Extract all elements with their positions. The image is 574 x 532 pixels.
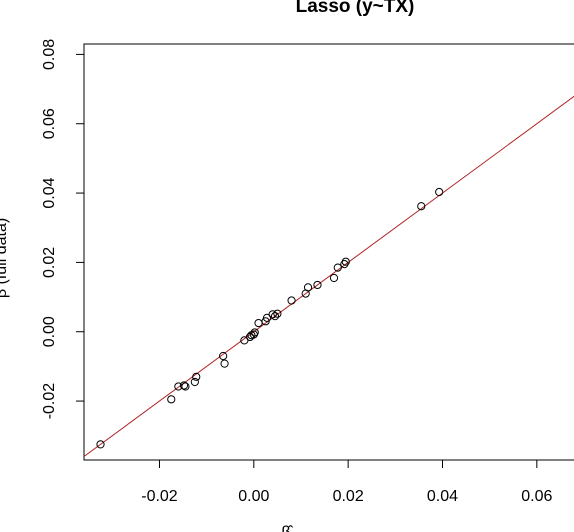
x-axis-label: β̂ — [281, 524, 293, 532]
data-point — [167, 395, 176, 404]
chart-title: Lasso (y~TX) — [296, 0, 415, 17]
data-point — [287, 296, 296, 305]
reference-line — [84, 95, 574, 457]
data-point — [254, 318, 263, 328]
y-tick-label: 0.08 — [41, 39, 58, 70]
data-point — [250, 328, 259, 337]
y-tick-label: 0.02 — [41, 247, 58, 278]
x-tick-label: 0.00 — [238, 488, 269, 505]
x-axis: -0.02 0.00 0.02 0.04 0.06 — [141, 460, 553, 505]
x-tick-label: 0.02 — [333, 488, 364, 505]
data-point — [219, 351, 228, 361]
y-tick-label: 0.06 — [41, 108, 58, 139]
data-point — [341, 257, 350, 266]
data-point — [220, 359, 229, 368]
points-layer — [96, 187, 444, 449]
data-point — [273, 309, 282, 318]
data-point — [192, 372, 201, 381]
data-point — [181, 382, 190, 391]
x-tick-label: 0.06 — [521, 488, 552, 505]
data-point — [179, 381, 189, 390]
data-point — [417, 202, 426, 211]
y-tick-label: 0.00 — [41, 316, 58, 347]
data-point — [270, 312, 280, 321]
data-point — [340, 260, 349, 269]
data-point — [303, 283, 313, 292]
data-point — [96, 440, 105, 449]
y-axis: -0.02 0.00 0.02 0.04 0.06 0.08 — [41, 39, 84, 420]
data-point — [329, 273, 339, 283]
data-point — [268, 310, 277, 319]
reference-line-layer — [84, 95, 574, 457]
data-point — [190, 377, 199, 387]
data-point — [333, 263, 342, 272]
x-tick-label: 0.04 — [427, 488, 458, 505]
y-tick-label: 0.04 — [41, 177, 58, 208]
x-tick-label: -0.02 — [141, 488, 178, 505]
plot-area-frame — [83, 43, 574, 461]
y-axis-label: β̂ (full data) — [0, 218, 10, 298]
data-point — [313, 280, 322, 290]
y-tick-label: -0.02 — [41, 383, 58, 420]
data-point — [435, 187, 444, 197]
